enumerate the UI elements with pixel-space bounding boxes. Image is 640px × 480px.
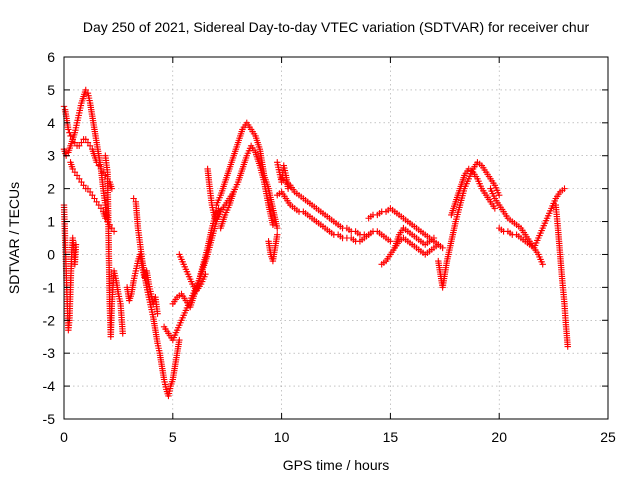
data-point (539, 261, 546, 268)
series-track-l (213, 119, 281, 232)
data-point (91, 195, 98, 202)
y-tick-label: 3 (47, 148, 55, 164)
data-point (82, 86, 89, 94)
data-point (430, 234, 438, 242)
data-point (110, 228, 118, 235)
data-point (435, 241, 442, 248)
series-track-z (552, 201, 571, 350)
series-track-s (378, 234, 442, 268)
x-tick-label: 15 (383, 429, 399, 445)
data-point (71, 168, 79, 176)
series-track-o (274, 188, 394, 245)
y-axis-label: SDTVAR / TECUs (6, 182, 22, 294)
data-point (84, 139, 92, 146)
data-point (496, 192, 503, 199)
data-point (176, 336, 183, 344)
series-track-k (204, 165, 222, 225)
series-track-x (496, 224, 538, 252)
data-point (202, 271, 209, 278)
x-tick-label: 0 (60, 429, 68, 445)
data-point (108, 185, 116, 192)
data-point (95, 201, 103, 209)
data-point (65, 126, 72, 133)
data-point (97, 205, 105, 212)
series-track-a (60, 103, 116, 192)
series-track-v (448, 165, 499, 219)
series-track-n (265, 231, 281, 265)
series-track-j (176, 251, 209, 294)
data-point (69, 165, 76, 173)
data-point (84, 185, 92, 192)
data-point (93, 198, 100, 205)
data-point (67, 132, 74, 140)
data-point (130, 195, 137, 202)
data-point (119, 330, 126, 337)
data-point (108, 224, 116, 232)
y-tick-label: -3 (43, 345, 56, 361)
y-tick-label: 1 (47, 214, 55, 230)
series-track-i (169, 208, 220, 311)
grid (64, 57, 608, 419)
data-point (82, 136, 89, 143)
series-track-c (67, 159, 118, 235)
x-tick-label: 25 (600, 429, 616, 445)
axis-ticks: 0 5 10 15 20 25 -5 -4 -3 -2 -1 0 1 2 3 4 5 6 (43, 49, 616, 445)
y-tick-label: -4 (43, 378, 56, 394)
data-point (80, 182, 87, 189)
y-tick-label: 5 (47, 82, 55, 98)
y-tick-label: -1 (43, 279, 56, 295)
x-axis-label: GPS time / hours (283, 457, 390, 473)
data-point (89, 192, 96, 199)
y-tick-label: 2 (47, 181, 55, 197)
data-point (78, 139, 85, 146)
data-point (284, 185, 292, 192)
data-point (71, 139, 79, 146)
data-point (86, 188, 94, 196)
data-point (215, 205, 222, 212)
y-tick-label: -2 (43, 312, 56, 328)
data-point (78, 178, 85, 186)
data-point (73, 172, 81, 179)
y-tick-label: 0 (47, 246, 55, 262)
x-tick-label: 10 (274, 429, 290, 445)
data-point (564, 343, 571, 350)
data-point (269, 221, 277, 229)
data-point (76, 142, 83, 150)
chart-title: Day 250 of 2021, Sidereal Day-to-day VTE… (83, 19, 590, 35)
data-point (274, 224, 281, 232)
data-point (365, 231, 372, 238)
series-track-e (102, 152, 126, 340)
x-tick-label: 20 (491, 429, 507, 445)
series-track-f (130, 195, 183, 400)
data-point (72, 241, 80, 248)
data-point (76, 175, 83, 182)
data-point (66, 129, 73, 136)
x-tick-label: 5 (169, 429, 177, 445)
series-track-q (274, 159, 292, 192)
series-track-b (60, 86, 111, 225)
data-point (274, 231, 281, 238)
series-track-g (123, 251, 161, 317)
series-track-w (487, 185, 546, 268)
series-track-y (530, 185, 568, 252)
data-points (60, 86, 571, 400)
y-tick-label: -5 (43, 411, 56, 427)
series-track-t (391, 224, 438, 252)
data-point (491, 205, 499, 212)
y-tick-label: 4 (47, 115, 55, 131)
data-point (561, 185, 568, 192)
series-track-u (435, 159, 503, 291)
plot-frame (63, 56, 609, 420)
data-point (439, 244, 446, 252)
data-point (86, 142, 94, 150)
y-tick-label: 6 (47, 49, 55, 65)
data-point (387, 238, 394, 245)
series-track-m (217, 142, 277, 232)
data-point (154, 310, 161, 317)
